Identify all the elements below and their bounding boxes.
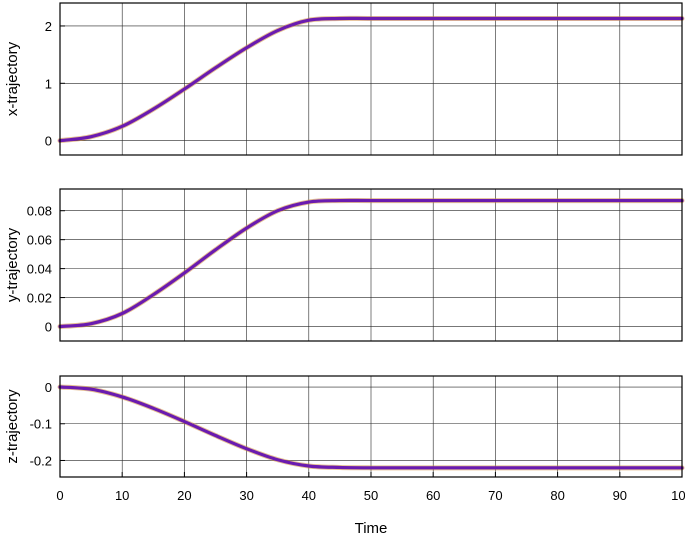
y-tick-label: 2 (45, 19, 52, 34)
y-axis-label: y-trajectory (4, 227, 21, 302)
y-tick-label: 0.08 (27, 204, 52, 219)
x-tick-label: 0 (56, 488, 63, 503)
x-tick-label: 90 (613, 488, 627, 503)
x-axis-label: Time (355, 520, 388, 537)
y-tick-label: 0.04 (27, 262, 52, 277)
y-tick-label: 0.02 (27, 291, 52, 306)
subplot-1: 0 1 2 x-trajectory (4, 2, 685, 156)
y-tick-label: 0 (45, 380, 52, 395)
subplot-3: 0 -0.1 -0.2 z-trajectory 0 10 20 30 40 50 60 70 80 90… (4, 375, 685, 537)
series-line (58, 198, 684, 329)
y-tick-label: 0 (45, 320, 52, 335)
series-line (58, 16, 684, 143)
y-tick-label: -0.1 (30, 417, 52, 432)
x-tick-label: 60 (426, 488, 440, 503)
x-tick-label: 20 (177, 488, 191, 503)
y-axis-label: z-trajectory (4, 389, 21, 464)
y-axis-label: x-trajectory (4, 41, 21, 116)
x-tick-label: 50 (364, 488, 378, 503)
x-tick-label: 70 (488, 488, 502, 503)
x-tick-label: 100 (671, 488, 685, 503)
y-tick-label: 1 (45, 76, 52, 91)
x-tick-label: 80 (550, 488, 564, 503)
y-tick-label: 0.06 (27, 233, 52, 248)
series-line (58, 385, 684, 470)
subplot-2: 0 0.02 0.04 0.06 0.08 y-trajectory (4, 188, 685, 342)
x-tick-label: 30 (239, 488, 253, 503)
plot-frame (59, 188, 683, 342)
y-tick-label: 0 (45, 134, 52, 149)
x-tick-label: 10 (115, 488, 129, 503)
x-tick-label: 40 (302, 488, 316, 503)
plot-frame (59, 2, 683, 156)
y-tick-label: -0.2 (30, 453, 52, 468)
